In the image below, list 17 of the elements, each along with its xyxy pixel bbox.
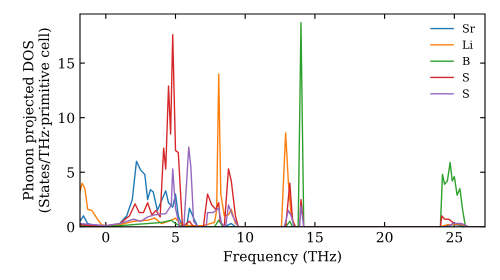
- y-axis-title: Phonon projected DOS (States/THz·primitive cell): [22, 28, 52, 212]
- legend-label: Sr: [463, 24, 475, 33]
- y-tick-label: 10: [59, 112, 74, 124]
- legend-label: Li: [462, 40, 473, 49]
- legend-label: B: [462, 56, 470, 66]
- x-tick-label: 20: [376, 232, 393, 242]
- x-tick-label: 25: [446, 232, 462, 242]
- x-tick-label: 10: [238, 232, 254, 242]
- legend-label: S: [463, 73, 469, 82]
- legend-label: S: [463, 89, 469, 98]
- x-axis-title: Frequency (THz): [224, 250, 341, 264]
- y-tick-label: 15: [59, 58, 74, 69]
- x-tick-label: 15: [308, 232, 323, 242]
- x-tick-label: 0: [102, 232, 110, 242]
- y-tick-label: 5: [67, 167, 74, 178]
- x-tick-label: 5: [172, 232, 179, 242]
- y-tick-label: 0: [67, 222, 74, 232]
